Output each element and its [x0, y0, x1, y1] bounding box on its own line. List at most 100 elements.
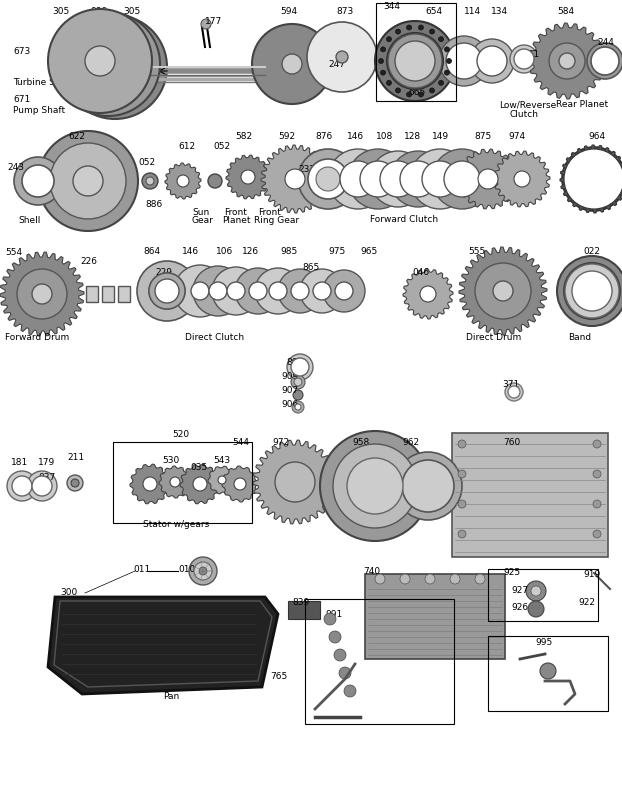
Text: 530: 530: [162, 456, 179, 464]
Circle shape: [38, 132, 138, 232]
Circle shape: [208, 175, 222, 188]
Text: 991: 991: [325, 610, 342, 618]
Text: Pump Shaft: Pump Shaft: [13, 106, 65, 115]
Text: 972: 972: [272, 437, 289, 447]
Circle shape: [446, 44, 482, 80]
Text: 925: 925: [503, 567, 520, 577]
Text: 305: 305: [123, 7, 140, 16]
Circle shape: [67, 476, 83, 492]
Circle shape: [360, 162, 396, 198]
Text: 865: 865: [302, 263, 319, 272]
Bar: [365, 574, 505, 659]
Text: 906: 906: [281, 399, 299, 408]
Text: 765: 765: [270, 671, 287, 680]
Text: 907: 907: [281, 386, 299, 395]
Circle shape: [344, 685, 356, 697]
Circle shape: [370, 152, 426, 208]
Circle shape: [73, 167, 103, 196]
Text: 232: 232: [298, 164, 315, 174]
Text: 344: 344: [383, 2, 400, 11]
Text: 108: 108: [376, 132, 393, 141]
Text: 305: 305: [52, 7, 69, 16]
Circle shape: [584, 170, 604, 190]
Text: Direct Clutch: Direct Clutch: [185, 333, 244, 342]
Text: 114: 114: [464, 7, 481, 16]
Circle shape: [375, 22, 455, 102]
Circle shape: [320, 431, 430, 541]
Circle shape: [407, 93, 412, 98]
Text: 965: 965: [360, 247, 378, 256]
Circle shape: [348, 150, 408, 210]
Circle shape: [557, 52, 577, 72]
Circle shape: [528, 602, 544, 618]
Circle shape: [334, 649, 346, 661]
Circle shape: [593, 530, 601, 538]
Text: 554: 554: [5, 248, 22, 257]
Circle shape: [430, 89, 435, 94]
Text: 211: 211: [67, 452, 84, 461]
Text: 995: 995: [535, 638, 552, 646]
Text: 671: 671: [13, 95, 30, 104]
Text: 149: 149: [432, 132, 449, 141]
Bar: [288, 602, 320, 619]
Text: 177: 177: [205, 17, 222, 26]
Circle shape: [291, 358, 309, 376]
Text: Ring Gear: Ring Gear: [254, 216, 299, 225]
Text: Front: Front: [258, 208, 281, 217]
Text: 584: 584: [557, 7, 574, 16]
Circle shape: [386, 38, 391, 43]
Text: 037: 037: [38, 472, 55, 481]
Circle shape: [142, 174, 158, 190]
Circle shape: [177, 176, 189, 188]
Circle shape: [22, 166, 54, 198]
Text: 226: 226: [80, 257, 97, 265]
Circle shape: [316, 168, 340, 192]
Circle shape: [430, 30, 435, 35]
Text: Pan: Pan: [163, 691, 179, 700]
Circle shape: [56, 13, 160, 117]
Text: 544: 544: [232, 437, 249, 447]
Text: 179: 179: [38, 457, 55, 467]
Text: Front: Front: [224, 208, 247, 217]
Circle shape: [505, 383, 523, 402]
Circle shape: [339, 667, 351, 679]
Polygon shape: [130, 464, 170, 504]
Text: 126: 126: [242, 247, 259, 256]
Bar: [102, 286, 114, 302]
Text: 520: 520: [172, 429, 189, 439]
Polygon shape: [459, 248, 547, 335]
Circle shape: [422, 162, 458, 198]
Circle shape: [293, 391, 303, 400]
Circle shape: [275, 463, 315, 502]
Circle shape: [340, 162, 376, 198]
Circle shape: [170, 477, 180, 488]
Circle shape: [27, 280, 57, 310]
Text: 146: 146: [347, 132, 364, 141]
Circle shape: [313, 282, 331, 301]
Bar: [118, 286, 130, 302]
Circle shape: [450, 574, 460, 585]
Circle shape: [295, 404, 301, 411]
Circle shape: [557, 257, 622, 326]
Circle shape: [212, 268, 260, 316]
Text: 886: 886: [145, 200, 162, 209]
Circle shape: [400, 574, 410, 585]
Text: 046: 046: [412, 268, 429, 277]
Circle shape: [493, 282, 513, 302]
Text: 134: 134: [491, 7, 508, 16]
Text: 035: 035: [190, 463, 207, 472]
Circle shape: [323, 270, 365, 313]
Text: 181: 181: [11, 457, 28, 467]
Bar: [305, 599, 454, 724]
Text: 975: 975: [328, 247, 345, 256]
Bar: [113, 443, 252, 524]
Circle shape: [510, 46, 538, 74]
Circle shape: [559, 54, 575, 70]
Circle shape: [32, 285, 52, 305]
Circle shape: [458, 500, 466, 508]
Circle shape: [565, 265, 619, 318]
Text: 896: 896: [286, 358, 304, 367]
Circle shape: [396, 89, 401, 94]
Circle shape: [155, 280, 179, 304]
Circle shape: [380, 162, 416, 198]
